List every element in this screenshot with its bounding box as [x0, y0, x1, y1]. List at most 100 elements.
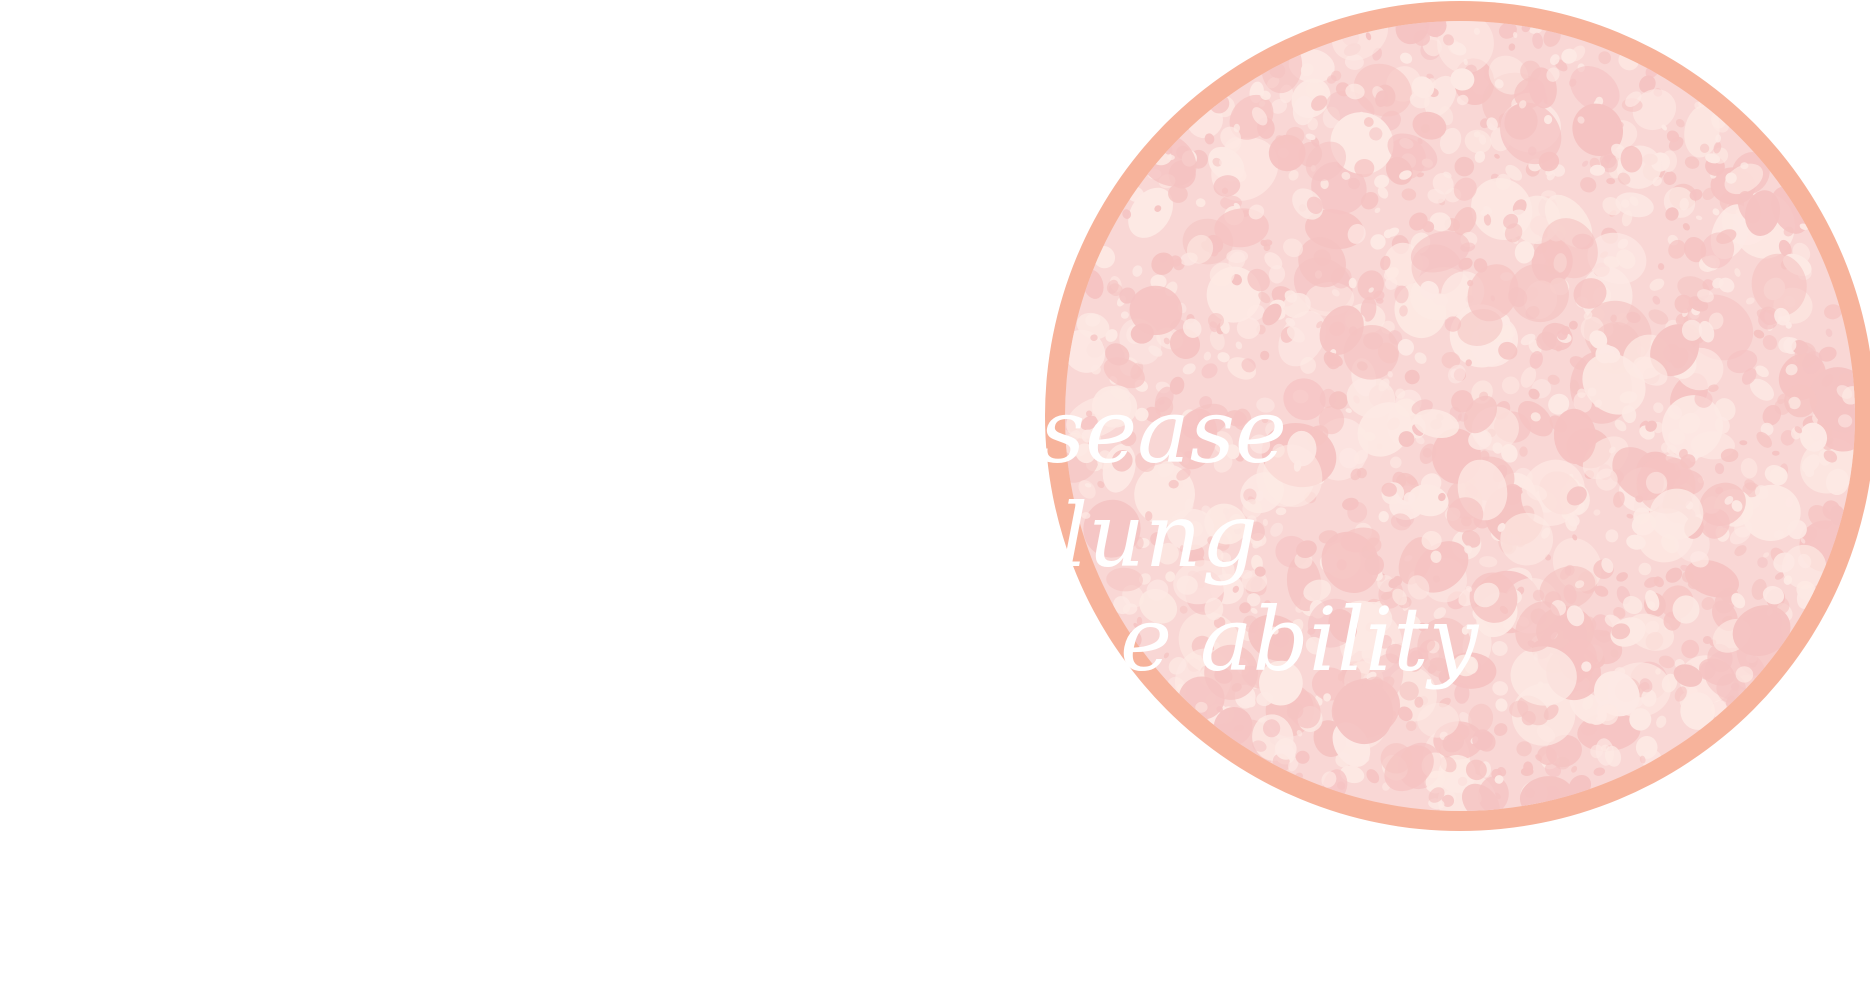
speckle — [1282, 292, 1311, 318]
speckle — [1356, 361, 1368, 371]
speckle — [1570, 65, 1620, 113]
speckle — [1598, 51, 1611, 65]
speckle — [1247, 593, 1261, 607]
speckle — [1536, 331, 1557, 351]
speckle — [1406, 647, 1429, 665]
speckle — [1329, 321, 1345, 336]
speckle — [1361, 191, 1379, 210]
speckle — [1340, 527, 1380, 553]
speckle — [1262, 719, 1281, 738]
speckle — [1150, 532, 1164, 546]
speckle — [1397, 706, 1413, 722]
speckle — [1742, 484, 1801, 541]
speckle — [1653, 402, 1664, 414]
speckle — [1249, 434, 1271, 454]
speckle — [1341, 171, 1351, 180]
speckle — [1574, 580, 1585, 589]
speckle — [1337, 672, 1345, 682]
speckle — [1537, 746, 1557, 766]
speckle — [1492, 681, 1509, 696]
speckle — [1494, 723, 1508, 737]
speckle — [1235, 341, 1243, 350]
speckle — [1354, 158, 1375, 178]
speckle — [1195, 701, 1208, 713]
speckle — [1536, 724, 1556, 743]
speckle — [1378, 511, 1389, 523]
speckle — [1572, 534, 1578, 541]
speckle — [1154, 386, 1174, 413]
speckle — [1097, 480, 1105, 489]
speckle — [1573, 278, 1607, 309]
speckle — [1296, 729, 1303, 737]
speckle — [1465, 359, 1472, 367]
speckle — [1399, 681, 1419, 701]
speckle — [1275, 507, 1287, 516]
speckle — [1366, 769, 1380, 784]
speckle — [1347, 223, 1366, 244]
speckle — [1229, 94, 1274, 140]
speckle — [1503, 213, 1519, 229]
speckle — [1204, 503, 1248, 545]
speckle — [1473, 27, 1481, 35]
speckle — [1110, 385, 1131, 401]
speckle — [1427, 188, 1446, 204]
speckle — [1292, 95, 1315, 126]
speckle — [1242, 615, 1260, 634]
speckle — [1347, 501, 1368, 523]
speckle — [1775, 572, 1784, 580]
speckle — [1474, 150, 1486, 163]
speckle — [1134, 536, 1144, 550]
speckle — [1397, 338, 1415, 356]
speckle — [1681, 639, 1700, 659]
speckle — [1468, 703, 1494, 734]
speckle — [1213, 453, 1233, 473]
speckle — [1450, 68, 1475, 91]
speckle — [1168, 184, 1188, 203]
speckle — [1179, 605, 1188, 614]
speckle — [1501, 443, 1518, 463]
speckle — [1256, 397, 1275, 413]
speckle — [1348, 177, 1360, 190]
speckle — [1513, 31, 1518, 39]
speckle — [1268, 134, 1306, 172]
speckle — [1430, 550, 1442, 563]
speckle — [1261, 416, 1269, 424]
speckle — [1336, 559, 1347, 571]
speckle — [1412, 111, 1447, 140]
speckle — [1825, 328, 1833, 338]
speckle — [1461, 516, 1472, 527]
speckle — [1674, 294, 1694, 314]
speckle — [1248, 204, 1265, 220]
speckle — [1356, 467, 1367, 479]
speckle — [1689, 189, 1703, 201]
speckle — [1684, 156, 1700, 169]
speckle — [1374, 207, 1381, 213]
speckle — [1399, 170, 1412, 180]
speckle — [1216, 705, 1223, 713]
speckle — [1252, 740, 1267, 752]
speckle — [1520, 367, 1537, 388]
speckle — [1298, 237, 1346, 288]
speckle — [1375, 297, 1384, 304]
speckle — [1414, 352, 1427, 364]
speckle — [1242, 499, 1263, 519]
speckle — [1133, 622, 1140, 629]
speckle — [1417, 172, 1424, 178]
speckle — [1286, 702, 1304, 720]
speckle — [1383, 229, 1393, 239]
speckle — [1678, 412, 1701, 434]
speckle — [1671, 347, 1689, 369]
speckle — [1580, 177, 1597, 193]
speckle — [1090, 334, 1098, 342]
speckle — [1204, 597, 1224, 621]
speckle — [1085, 410, 1093, 417]
speckle — [1300, 63, 1314, 77]
speckle — [1239, 602, 1251, 614]
speckle — [1405, 476, 1417, 486]
speckle — [1154, 205, 1162, 212]
speckle — [1492, 442, 1503, 454]
speckle — [1740, 458, 1758, 479]
speckle — [1247, 304, 1265, 321]
speckle — [1226, 249, 1249, 264]
speckle — [1201, 363, 1218, 379]
